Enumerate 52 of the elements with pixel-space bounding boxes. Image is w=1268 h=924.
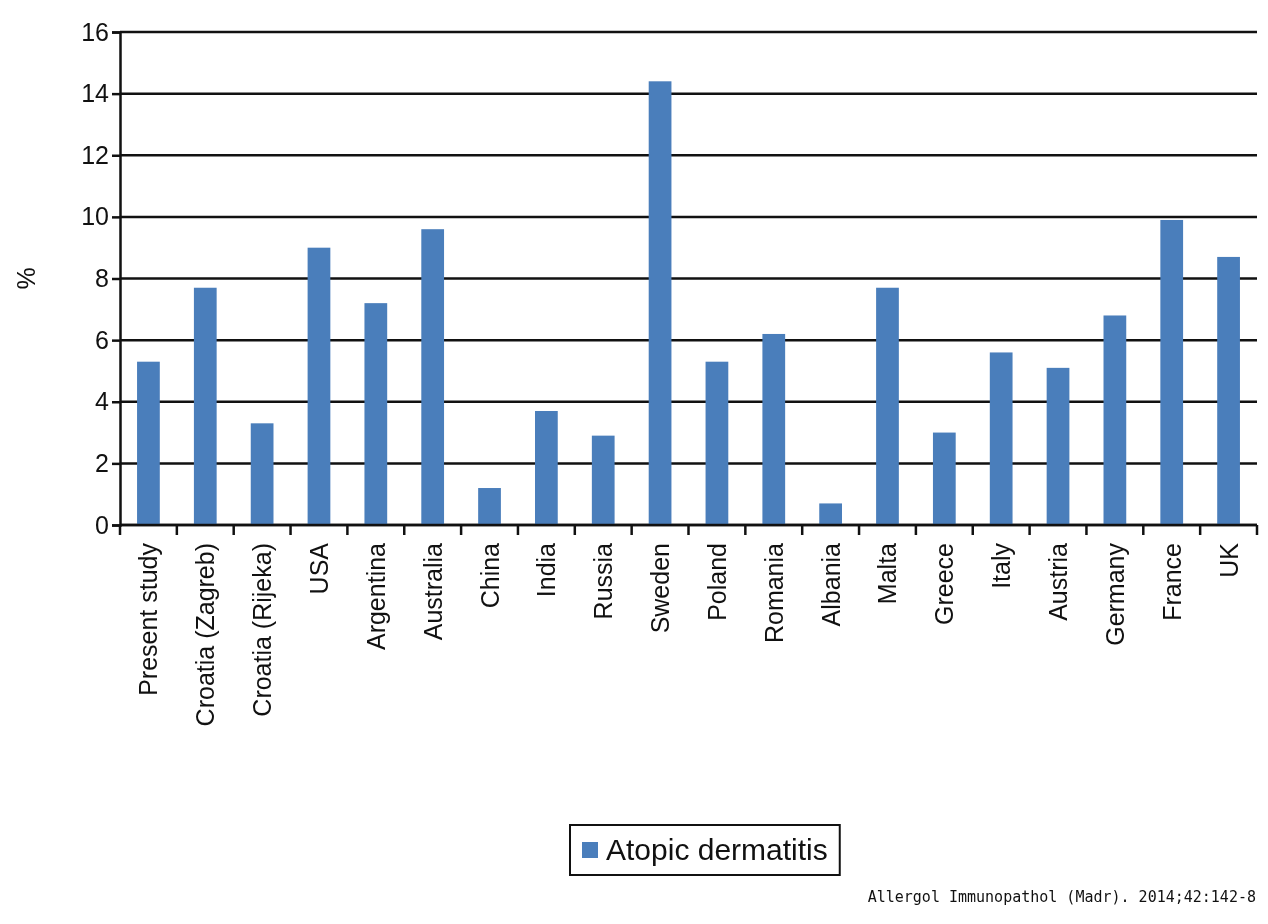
- x-tick-label: China: [475, 542, 504, 609]
- y-tick-label: 0: [95, 510, 109, 539]
- bar: [478, 488, 501, 525]
- x-tick-label: Austria: [1044, 542, 1073, 621]
- bar: [250, 423, 274, 525]
- y-tick-label: 8: [95, 264, 109, 292]
- x-tick-label: India: [532, 542, 561, 598]
- bar: [705, 361, 729, 525]
- y-tick-label: 12: [81, 140, 109, 169]
- x-tick-label: France: [1157, 543, 1186, 621]
- bar: [137, 361, 160, 525]
- y-tick-label: 14: [81, 79, 110, 108]
- x-tick-label: UK: [1214, 542, 1243, 578]
- text: Allergol Immunopathol (Madr). 2014;42:142-8: [867, 888, 1256, 906]
- y-tick-label: 6: [95, 325, 109, 354]
- x-tick-label: Croatia (Rijeka): [248, 543, 277, 717]
- x-tick-label: Malta: [873, 542, 902, 605]
- x-tick-label: Australia: [418, 542, 447, 641]
- y-axis-title: %: [12, 267, 40, 290]
- bar: [421, 229, 445, 525]
- x-tick-label: Poland: [702, 543, 731, 621]
- x-tick-label: Albania: [816, 542, 845, 627]
- bar: [932, 432, 956, 525]
- x-tick-label: Russia: [589, 542, 618, 620]
- y-tick-label: 10: [81, 202, 109, 231]
- bar: [1046, 367, 1070, 525]
- x-tick-label: Sweden: [646, 543, 675, 634]
- x-tick-label: Italy: [987, 542, 1016, 589]
- x-tick-label: Present study: [134, 542, 163, 696]
- bar: [819, 503, 842, 525]
- bar: [1103, 315, 1127, 525]
- bar: [1160, 219, 1184, 525]
- bar: [762, 333, 786, 525]
- bar: [648, 81, 672, 525]
- bar: [989, 352, 1013, 525]
- x-tick-label: Greece: [930, 543, 959, 625]
- bar: [1217, 256, 1240, 525]
- bar: [193, 287, 217, 525]
- x-tick-label: Germany: [1100, 542, 1129, 646]
- x-tick-label: USA: [304, 542, 333, 595]
- y-tick-label: 2: [95, 448, 109, 477]
- y-tick-label: 16: [81, 17, 109, 46]
- x-tick-label: Romania: [759, 542, 788, 644]
- legend-label: Atopic dermatitis: [606, 833, 828, 866]
- bar: [591, 435, 615, 525]
- x-tick-label: Croatia (Zagreb): [191, 543, 220, 727]
- bar: [307, 247, 331, 525]
- x-tick-label: Argentina: [361, 542, 390, 651]
- y-tick-label: 4: [95, 387, 110, 416]
- bar: [876, 287, 899, 525]
- bar: [535, 410, 558, 525]
- bar: [364, 303, 388, 525]
